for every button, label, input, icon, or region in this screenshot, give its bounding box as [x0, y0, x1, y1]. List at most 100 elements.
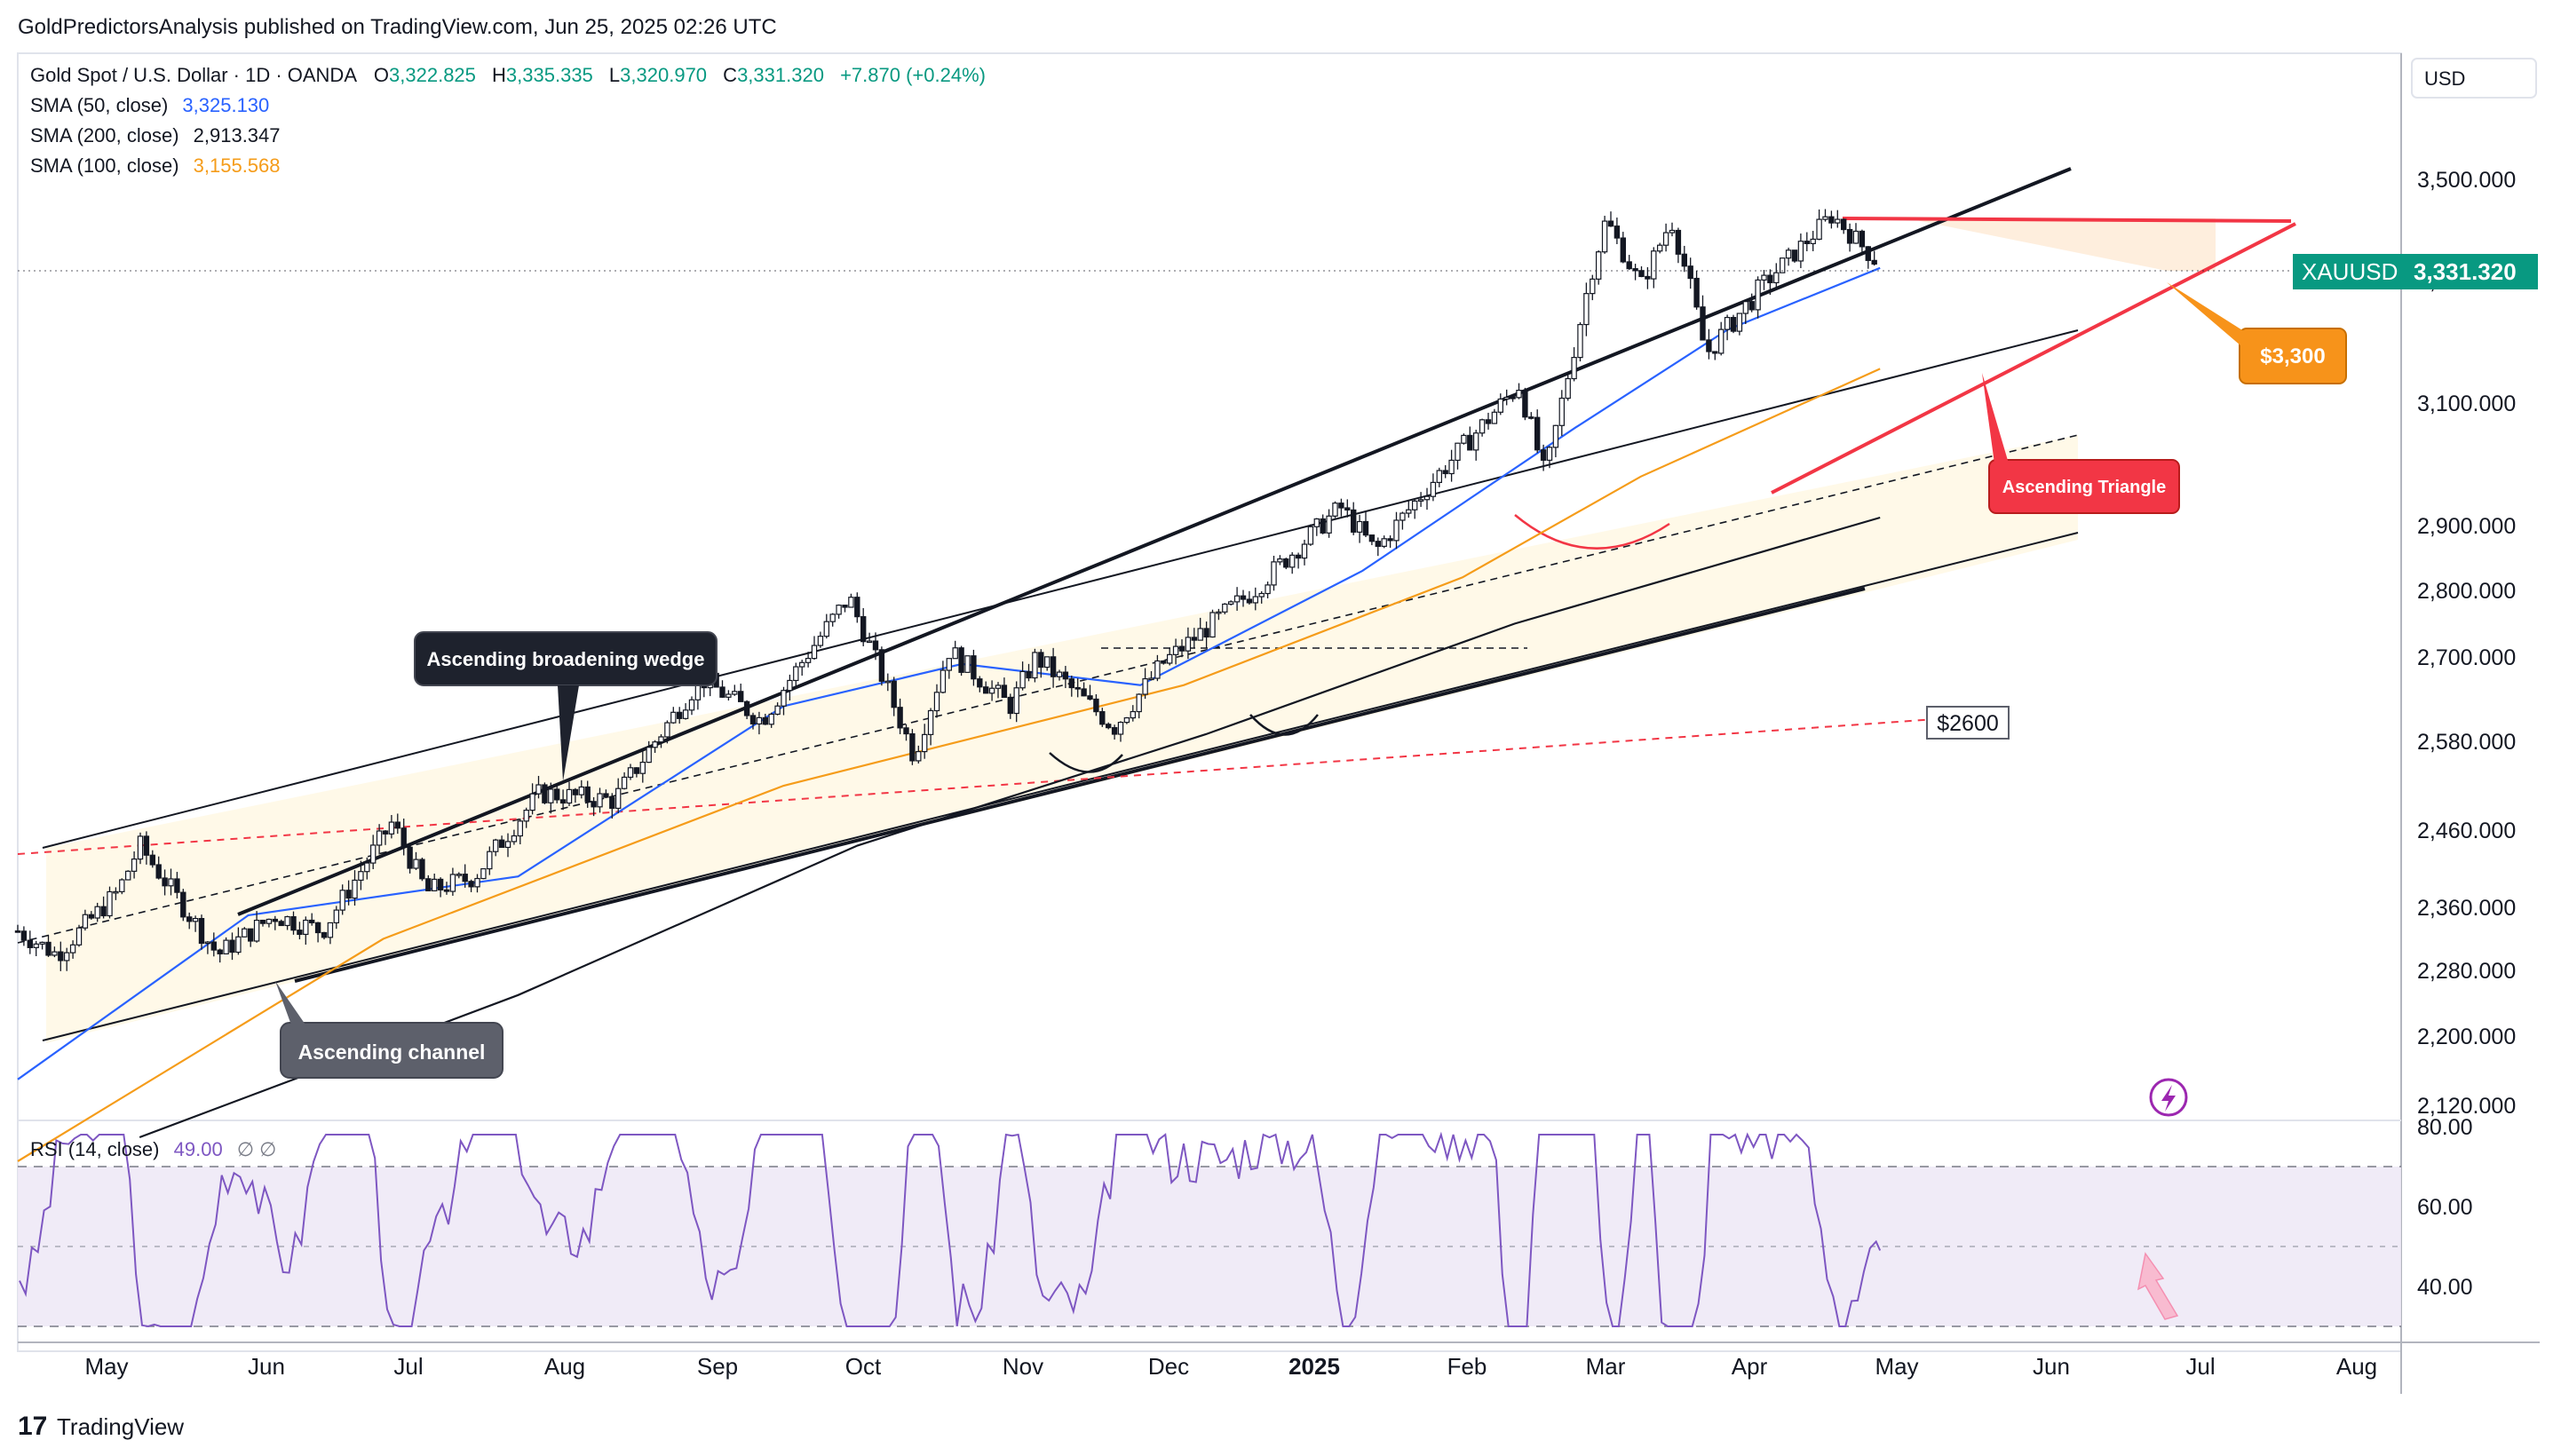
- time-axis[interactable]: May Jun Jul Aug Sep Oct Nov Dec 2025 Feb Mar Apr May…: [84, 1353, 2377, 1380]
- shaded-regions: [46, 218, 2216, 1043]
- candle-up: [1497, 398, 1503, 413]
- candle-up: [548, 788, 554, 803]
- candle-up: [1019, 670, 1026, 689]
- candle-down: [309, 919, 315, 923]
- candle-down: [407, 846, 413, 869]
- candle-up: [1056, 671, 1063, 677]
- candle-up: [1185, 637, 1192, 652]
- candle-down: [1712, 351, 1718, 354]
- candle-down: [1748, 301, 1755, 311]
- candle-down: [1638, 270, 1645, 278]
- candle-down: [982, 686, 989, 694]
- time-tick-label: Jul: [393, 1353, 423, 1380]
- candle-up: [1810, 238, 1816, 244]
- candle-up: [621, 776, 628, 789]
- last-price-symbol: XAUUSD: [2302, 258, 2398, 285]
- candle-down: [609, 796, 615, 810]
- candle-up: [597, 793, 603, 808]
- candle-down: [591, 801, 597, 808]
- candle-up: [1546, 447, 1553, 461]
- candle-up: [1472, 432, 1479, 451]
- candle-up: [1761, 274, 1767, 281]
- candle-up: [652, 741, 658, 748]
- candle-up: [829, 613, 836, 622]
- candle-down: [1607, 220, 1614, 227]
- candle-down: [891, 680, 897, 708]
- candle-down: [400, 827, 407, 848]
- rsi-tick-label: 80.00: [2417, 1115, 2473, 1140]
- candle-up: [768, 713, 774, 725]
- candle-up: [1430, 481, 1437, 497]
- candle-up: [940, 669, 947, 693]
- candle-down: [633, 767, 640, 774]
- triangle-callout-pointer: [1982, 373, 2009, 463]
- candle-up: [1816, 218, 1822, 241]
- candle-down: [743, 700, 750, 716]
- candle-down: [1510, 396, 1516, 400]
- candle-up: [1406, 509, 1412, 514]
- price-tick-label: 2,280.000: [2417, 959, 2516, 984]
- candle-up: [1393, 519, 1399, 542]
- candle-up: [781, 690, 787, 707]
- candle-up: [1656, 244, 1663, 252]
- candle-down: [1626, 261, 1632, 270]
- candle-down: [1295, 554, 1302, 559]
- candle-up: [339, 890, 345, 911]
- currency-button[interactable]: [2411, 58, 2537, 99]
- candle-up: [1166, 653, 1173, 664]
- candle-up: [952, 647, 958, 660]
- candle-up: [1423, 495, 1431, 501]
- candle-down: [749, 715, 757, 725]
- candle-up: [933, 692, 940, 712]
- candle-down: [462, 874, 468, 882]
- candle-up: [1332, 502, 1338, 517]
- candle-up: [670, 711, 677, 724]
- legend-sma100-value: 3,155.568: [194, 154, 281, 177]
- rsi-value: 49.00: [174, 1138, 223, 1160]
- candle-up: [1516, 390, 1522, 399]
- time-tick-label: Apr: [1732, 1353, 1768, 1380]
- annotation-triangle[interactable]: Ascending Triangle: [1982, 373, 2180, 514]
- legend-sma50: SMA (50, close) 3,325.130: [30, 94, 269, 116]
- rsi-axis[interactable]: 80.00 60.00 40.00: [2417, 1115, 2473, 1300]
- candle-up: [1043, 656, 1051, 669]
- tradingview-logo: 17 TradingView: [18, 1412, 184, 1441]
- time-tick-label: Jun: [2033, 1353, 2070, 1380]
- sma100-line: [17, 368, 1881, 1162]
- currency-label: USD: [2424, 67, 2465, 90]
- annotation-2600[interactable]: $2600: [1926, 706, 2010, 740]
- candle-down: [1026, 670, 1032, 679]
- annotation-3300[interactable]: $3,300: [2167, 282, 2347, 384]
- annotation-channel[interactable]: Ascending channel: [275, 981, 503, 1079]
- candle-up: [1571, 357, 1577, 380]
- candle-up: [1852, 230, 1859, 244]
- price-tick-label: 3,100.000: [2417, 392, 2516, 416]
- candle-up: [578, 786, 585, 795]
- candle-up: [793, 666, 799, 682]
- candle-down: [162, 877, 168, 887]
- time-tick-label: Feb: [1447, 1353, 1487, 1380]
- candle-up: [995, 684, 1002, 689]
- candle-down: [425, 878, 432, 891]
- candle-up: [1117, 722, 1124, 735]
- candle-down: [1362, 520, 1369, 536]
- lightning-icon[interactable]: [2149, 1078, 2188, 1117]
- time-tick-label: Oct: [845, 1353, 882, 1380]
- rsi-divergence-arrow: [2137, 1252, 2179, 1320]
- legend-low: 3,320.970: [620, 64, 707, 86]
- candle-up: [658, 736, 664, 743]
- candle-up: [1288, 554, 1296, 568]
- price-axis[interactable]: 3,500.0003,300.0003,100.0002,900.0002,80…: [2417, 168, 2516, 1119]
- rsi-extra: ∅ ∅: [237, 1138, 276, 1160]
- candle-down: [345, 890, 352, 899]
- candle-up: [1136, 693, 1142, 713]
- legend-close-label: C: [723, 64, 737, 86]
- candle-up: [1479, 419, 1486, 434]
- candle-up: [787, 679, 793, 692]
- candle-up: [1669, 229, 1676, 233]
- candle-up: [627, 767, 634, 779]
- rsi-label: RSI (14, close): [30, 1138, 160, 1160]
- annotation-wedge[interactable]: Ascending broadening wedge: [414, 631, 718, 781]
- time-tick-label: 2025: [1288, 1353, 1340, 1380]
